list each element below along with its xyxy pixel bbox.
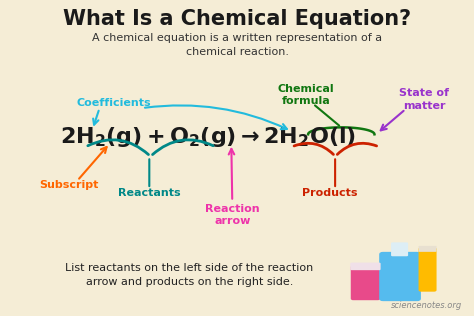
FancyBboxPatch shape xyxy=(419,247,437,292)
FancyBboxPatch shape xyxy=(419,246,437,252)
Text: Reaction
arrow: Reaction arrow xyxy=(205,204,260,226)
Text: Reactants: Reactants xyxy=(118,188,181,198)
Text: What Is a Chemical Equation?: What Is a Chemical Equation? xyxy=(63,9,411,29)
Text: $\mathbf{2H_2(g) + O_2(g) \rightarrow 2H_2O(l)}$: $\mathbf{2H_2(g) + O_2(g) \rightarrow 2H… xyxy=(61,125,356,149)
FancyBboxPatch shape xyxy=(351,265,380,300)
FancyBboxPatch shape xyxy=(391,242,408,256)
Text: sciencenotes.org: sciencenotes.org xyxy=(391,301,462,310)
Text: List reactants on the left side of the reaction
arrow and products on the right : List reactants on the left side of the r… xyxy=(65,263,314,287)
FancyBboxPatch shape xyxy=(379,252,421,301)
Text: Subscript: Subscript xyxy=(39,180,99,190)
Text: A chemical equation is a written representation of a
chemical reaction.: A chemical equation is a written represe… xyxy=(92,33,382,57)
Text: Products: Products xyxy=(301,188,357,198)
Text: Chemical
formula: Chemical formula xyxy=(277,84,334,106)
Text: Coefficients: Coefficients xyxy=(76,98,151,108)
FancyBboxPatch shape xyxy=(350,263,381,270)
Text: State of
matter: State of matter xyxy=(399,88,449,111)
